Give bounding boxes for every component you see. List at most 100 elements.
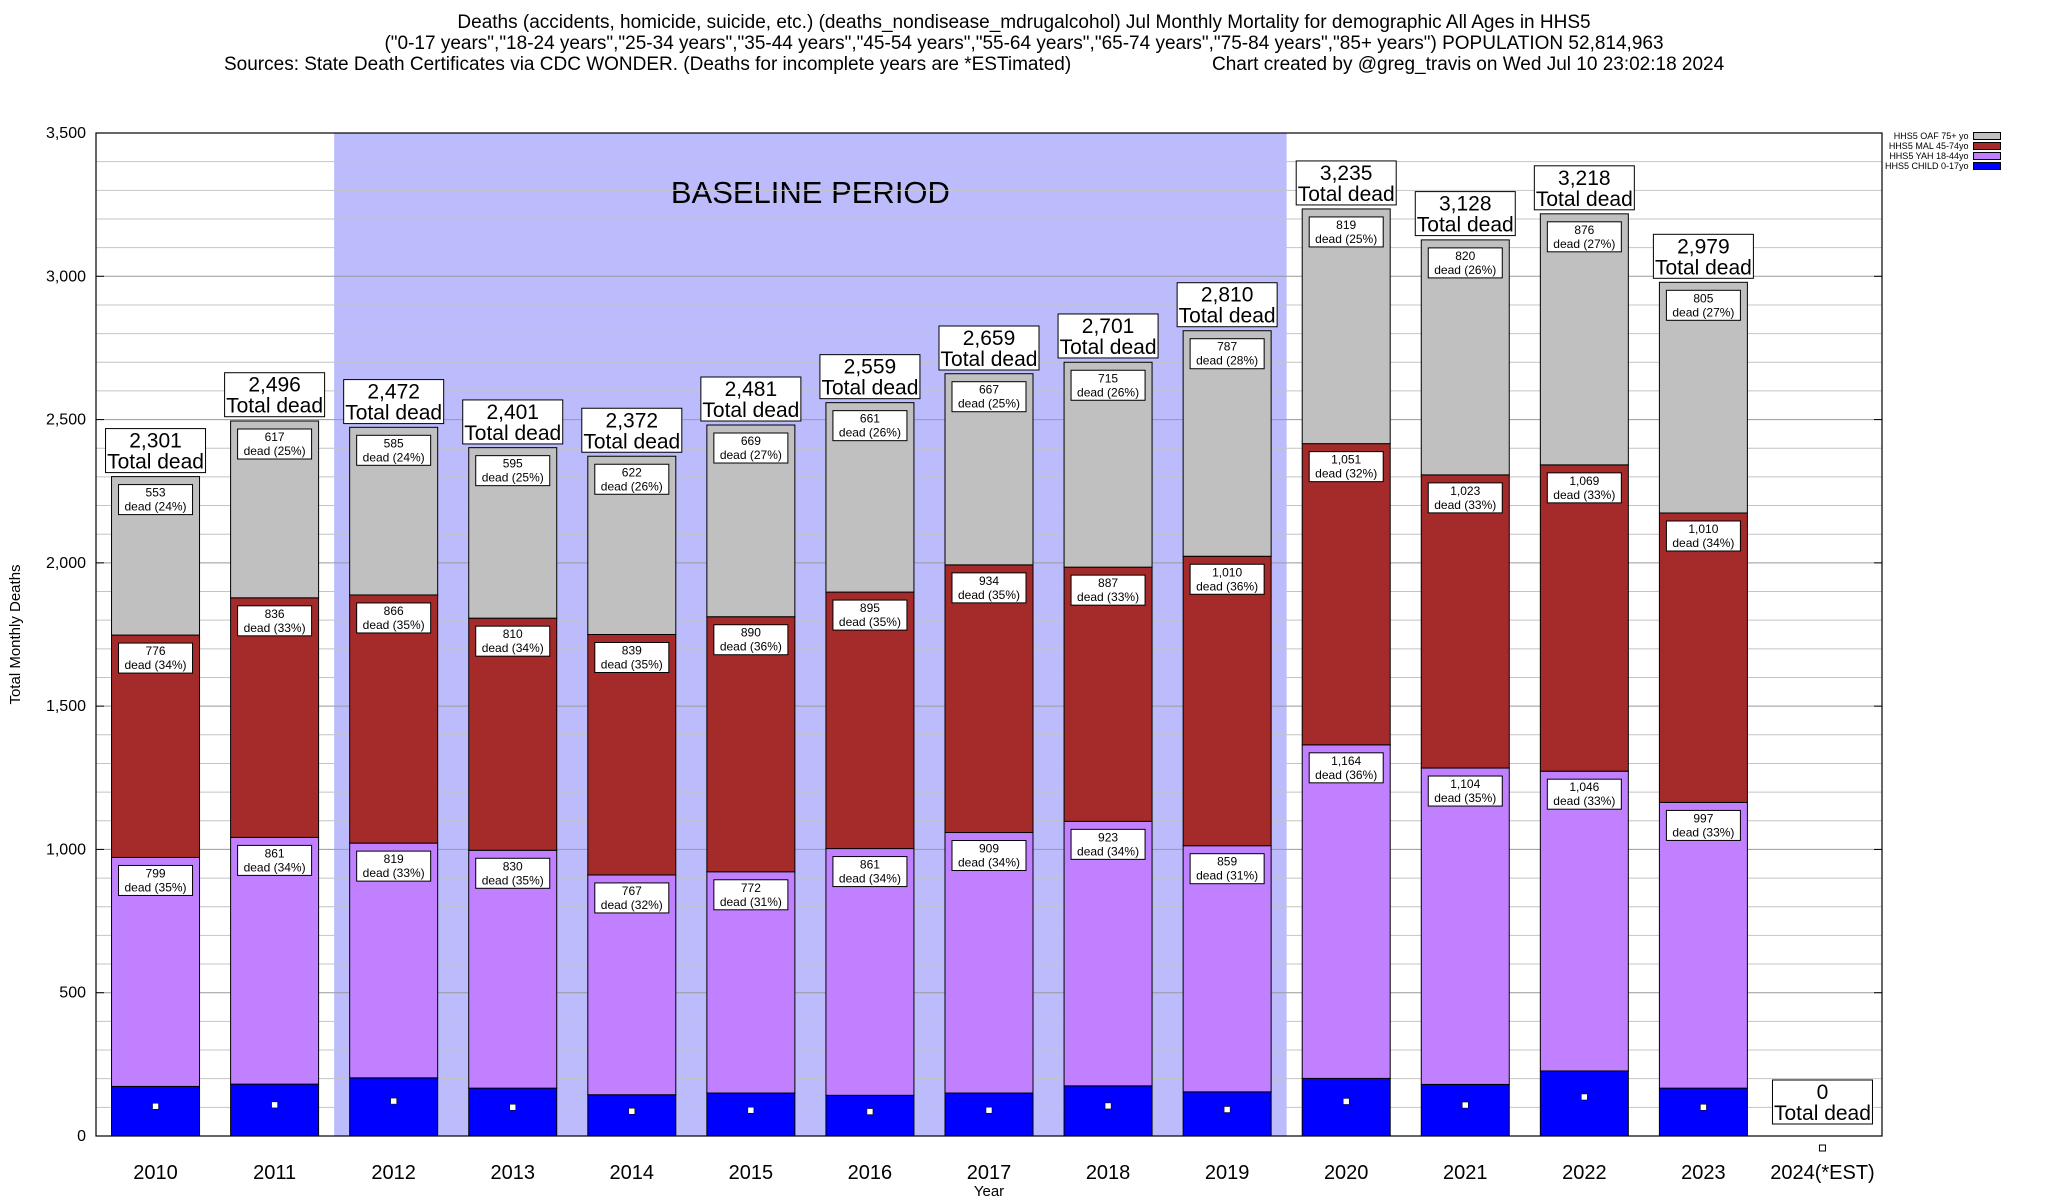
segment-value-label: 1,104 [1450, 777, 1480, 791]
segment-label-box [1546, 472, 1622, 504]
bar-segment [1182, 555, 1272, 847]
legend-label: HHS5 YAH 18-44yo [1889, 151, 1969, 161]
segment-label-box [1070, 574, 1146, 606]
child-marker [390, 1097, 397, 1105]
segment-percent-label: dead (25%) [482, 471, 544, 485]
segment-label-box [475, 857, 551, 889]
legend-swatch [1972, 152, 2001, 160]
segment-value-label: 805 [1693, 291, 1713, 305]
segment-label-box [1665, 520, 1741, 552]
segment-percent-label: dead (35%) [482, 873, 544, 887]
segment-percent-label: dead (25%) [1315, 232, 1377, 246]
total-label-box [343, 379, 445, 425]
segment-percent-label: dead (24%) [363, 450, 425, 464]
segment-percent-label: dead (31%) [1196, 869, 1258, 883]
segment-value-label: 820 [1455, 249, 1475, 263]
total-suffix-label: Total dead [583, 430, 680, 453]
x-tick-label: 2012 [371, 1162, 416, 1184]
bar-segment [1539, 770, 1629, 1072]
total-suffix-label: Total dead [1536, 188, 1633, 211]
segment-value-label: 830 [503, 859, 523, 873]
sources-note: Sources: State Death Certificates via CD… [224, 54, 1072, 75]
total-value-label: 3,235 [1320, 162, 1373, 185]
segment-value-label: 1,164 [1331, 754, 1361, 768]
total-label-box [224, 372, 326, 418]
bar-segment [944, 832, 1034, 1094]
bar-segment [1063, 1085, 1153, 1137]
child-marker [509, 1104, 516, 1111]
total-suffix-label: Total dead [1298, 183, 1395, 206]
bar-segment [706, 1092, 796, 1137]
segment-percent-label: dead (34%) [244, 860, 306, 874]
legend-label: HHS5 MAL 45-74yo [1888, 141, 1969, 151]
total-label-box [1652, 233, 1754, 279]
segment-value-label: 622 [622, 465, 642, 479]
child-marker [866, 1108, 874, 1115]
total-value-label: 2,301 [129, 430, 182, 453]
segment-label-box [713, 879, 789, 911]
segment-percent-label: dead (35%) [839, 615, 901, 629]
segment-value-label: 1,010 [1688, 522, 1718, 536]
y-tick-label: 2,500 [46, 412, 86, 429]
segment-label-box [237, 605, 313, 637]
bar-segment [1658, 801, 1748, 1089]
segment-label-box [713, 432, 789, 464]
segment-label-box [475, 455, 551, 487]
x-tick-label: 2023 [1681, 1162, 1726, 1184]
segment-label-box [118, 864, 194, 896]
child-marker [1581, 1093, 1588, 1101]
total-value-label: 2,496 [248, 374, 301, 397]
segment-percent-label: dead (26%) [1077, 385, 1139, 399]
segment-label-box [1308, 752, 1384, 784]
segment-value-label: 934 [979, 574, 999, 588]
segment-percent-label: dead (26%) [1434, 263, 1496, 277]
segment-value-label: 1,069 [1569, 474, 1599, 488]
bar-segment [1420, 1083, 1510, 1137]
bar-segment [468, 849, 558, 1089]
segment-label-box [1070, 369, 1146, 401]
x-tick-label: 2018 [1086, 1162, 1131, 1184]
bar-segment [349, 594, 439, 844]
total-value-label: 2,481 [725, 378, 778, 401]
segment-label-box [356, 850, 432, 882]
total-value-label: 2,659 [963, 327, 1016, 350]
bar-segment [1063, 820, 1153, 1087]
bar-segment [1182, 845, 1272, 1093]
segment-value-label: 859 [1217, 855, 1237, 869]
segment-value-label: 617 [265, 430, 285, 444]
total-suffix-label: Total dead [345, 402, 442, 425]
segment-percent-label: dead (33%) [363, 866, 425, 880]
bar-segment [111, 1085, 201, 1137]
segment-percent-label: dead (34%) [1672, 536, 1734, 550]
title-line-1: Deaths (accidents, homicide, suicide, et… [457, 12, 1591, 33]
total-value-label: 3,128 [1439, 193, 1492, 216]
segment-label-box [594, 463, 670, 495]
bar-segment [587, 634, 677, 876]
segment-percent-label: dead (35%) [1434, 791, 1496, 805]
segment-value-label: 787 [1217, 340, 1237, 354]
total-value-label: 2,979 [1677, 235, 1730, 258]
segment-label-box [1070, 828, 1146, 860]
total-suffix-label: Total dead [1417, 214, 1514, 237]
total-value-label: 2,810 [1201, 284, 1254, 307]
segment-percent-label: dead (32%) [1315, 467, 1377, 481]
segment-label-box [356, 434, 432, 466]
legend-item: HHS5 CHILD 0-17yo [1885, 161, 2001, 171]
total-suffix-label: Total dead [1655, 256, 1752, 279]
segment-label-box [237, 428, 313, 460]
segment-label-box [951, 572, 1027, 604]
y-tick-label: 0 [77, 1128, 86, 1145]
bar-segment [1420, 767, 1510, 1085]
legend-label: HHS5 CHILD 0-17yo [1885, 161, 1969, 171]
segment-value-label: 667 [979, 383, 999, 397]
child-marker [747, 1106, 755, 1114]
y-tick-label: 1,500 [46, 698, 86, 715]
segment-label-box [1308, 451, 1384, 483]
bar-segment [468, 1087, 558, 1137]
segment-label-box [832, 410, 908, 442]
segment-value-label: 585 [384, 436, 404, 450]
total-label-box [819, 354, 921, 400]
segment-label-box [1665, 809, 1741, 841]
bar-segment [706, 616, 796, 873]
segment-label-box [1665, 289, 1741, 321]
